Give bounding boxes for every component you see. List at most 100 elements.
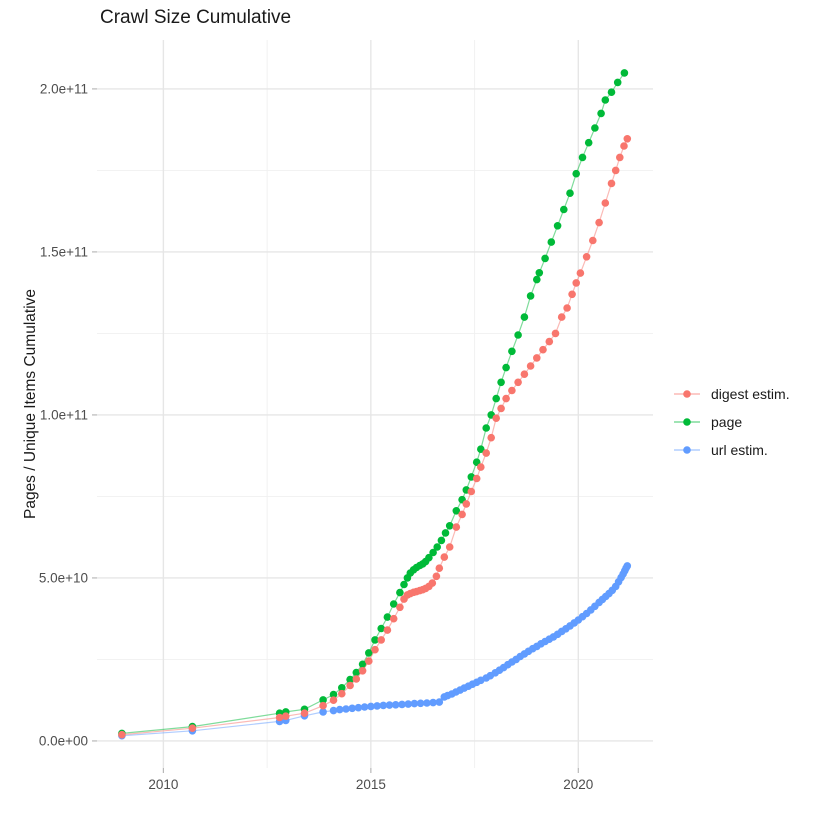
data-point-digestestim — [389, 614, 398, 623]
data-point-digestestim — [452, 523, 461, 531]
data-point-page — [441, 529, 450, 537]
data-point-page — [492, 394, 501, 403]
data-point-page — [482, 424, 491, 432]
series-line-digestestim — [121, 138, 628, 736]
data-point-digestestim — [508, 386, 516, 395]
data-point-digestestim — [432, 572, 441, 581]
data-point-digestestim — [352, 675, 361, 683]
data-point-urlestim — [623, 562, 632, 570]
data-point-page — [396, 588, 404, 597]
data-point-digestestim — [300, 709, 309, 717]
y-axis-tick-label: 1.5e+11 — [40, 244, 88, 259]
legend-key-digest-dot-icon — [674, 390, 700, 398]
data-point-urlestim — [373, 702, 381, 710]
data-point-page — [377, 624, 386, 633]
data-point-page — [535, 269, 544, 277]
data-point-digestestim — [338, 689, 346, 698]
data-point-page — [477, 445, 485, 454]
data-point-digestestim — [601, 199, 610, 207]
data-point-page — [371, 636, 379, 644]
data-point-digestestim — [551, 329, 560, 338]
data-point-page — [365, 649, 373, 657]
data-point-page — [607, 88, 616, 96]
data-point-page — [533, 275, 541, 284]
data-point-urlestim — [391, 701, 400, 709]
data-point-page — [547, 238, 556, 246]
x-axis-tick-label: 2015 — [356, 777, 386, 792]
data-point-page — [514, 331, 522, 339]
data-point-page — [613, 78, 622, 87]
data-point-digestestim — [445, 543, 454, 551]
data-point-digestestim — [428, 579, 437, 587]
x-axis-tick-label: 2020 — [563, 777, 593, 792]
data-point-urlestim — [354, 703, 363, 712]
data-point-page — [429, 548, 437, 557]
data-point-page — [497, 378, 505, 387]
data-point-page — [502, 363, 510, 372]
data-point-page — [338, 684, 346, 692]
legend-item-digest-estim: digest estim. — [672, 380, 790, 408]
data-point-page — [566, 189, 574, 197]
data-point-urlestim — [404, 700, 413, 708]
data-point-digestestim — [482, 449, 491, 457]
data-point-urlestim — [348, 704, 357, 713]
data-point-page — [319, 696, 327, 704]
data-point-page — [329, 690, 338, 699]
data-point-page — [346, 675, 354, 684]
data-point-page — [526, 292, 535, 300]
data-point-digestestim — [595, 218, 603, 227]
data-point-digestestim — [557, 313, 566, 321]
data-point-digestestim — [365, 657, 373, 665]
data-point-page — [560, 205, 568, 214]
data-point-digestestim — [582, 252, 591, 261]
data-point-page — [520, 313, 529, 321]
data-point-page — [572, 169, 580, 178]
data-point-digestestim — [396, 603, 404, 612]
data-point-page — [578, 153, 587, 162]
data-point-digestestim — [502, 394, 510, 403]
data-point-digestestim — [487, 433, 496, 442]
data-point-page — [445, 522, 454, 530]
y-axis-tick-label: 2.0e+11 — [40, 81, 88, 96]
y-axis-tick-label: 1.0e+11 — [40, 407, 88, 422]
data-point-digestestim — [539, 345, 547, 354]
data-point-urlestim — [379, 701, 388, 710]
data-point-page — [597, 109, 605, 118]
legend-label-page: page — [711, 414, 743, 430]
data-point-digestestim — [467, 487, 476, 496]
data-point-digestestim — [458, 510, 466, 519]
chart-title: Crawl Size Cumulative — [100, 7, 292, 28]
data-point-digestestim — [520, 370, 529, 379]
y-axis-tick-label: 0.0e+00 — [39, 733, 88, 748]
data-point-urlestim — [329, 706, 338, 715]
data-point-digestestim — [623, 135, 632, 143]
data-point-digestestim — [514, 378, 522, 387]
legend: digest estim. page url estim. — [672, 380, 790, 464]
data-point-digestestim — [440, 553, 449, 561]
data-point-digestestim — [497, 404, 505, 413]
data-point-urlestim — [319, 708, 327, 716]
data-point-urlestim — [360, 703, 369, 711]
data-point-digestestim — [358, 667, 367, 675]
data-point-page — [433, 543, 442, 551]
legend-key-page-dot-icon — [674, 418, 700, 426]
legend-item-url-estim: url estim. — [672, 436, 790, 464]
legend-label-digest-estim: digest estim. — [711, 386, 790, 402]
data-point-digestestim — [371, 645, 379, 654]
data-point-digestestim — [462, 500, 471, 508]
data-point-page — [437, 536, 446, 545]
data-point-page — [352, 668, 361, 677]
data-point-page — [541, 254, 549, 263]
data-point-page — [601, 96, 610, 104]
data-point-digestestim — [526, 362, 535, 370]
data-point-digestestim — [435, 564, 444, 572]
data-point-page — [591, 124, 599, 132]
legend-item-page: page — [672, 408, 790, 436]
data-point-urlestim — [335, 705, 344, 714]
data-point-page — [508, 347, 516, 356]
data-point-page — [358, 660, 367, 669]
data-point-page — [553, 222, 562, 230]
data-point-digestestim — [275, 713, 284, 722]
data-point-digestestim — [282, 712, 290, 720]
